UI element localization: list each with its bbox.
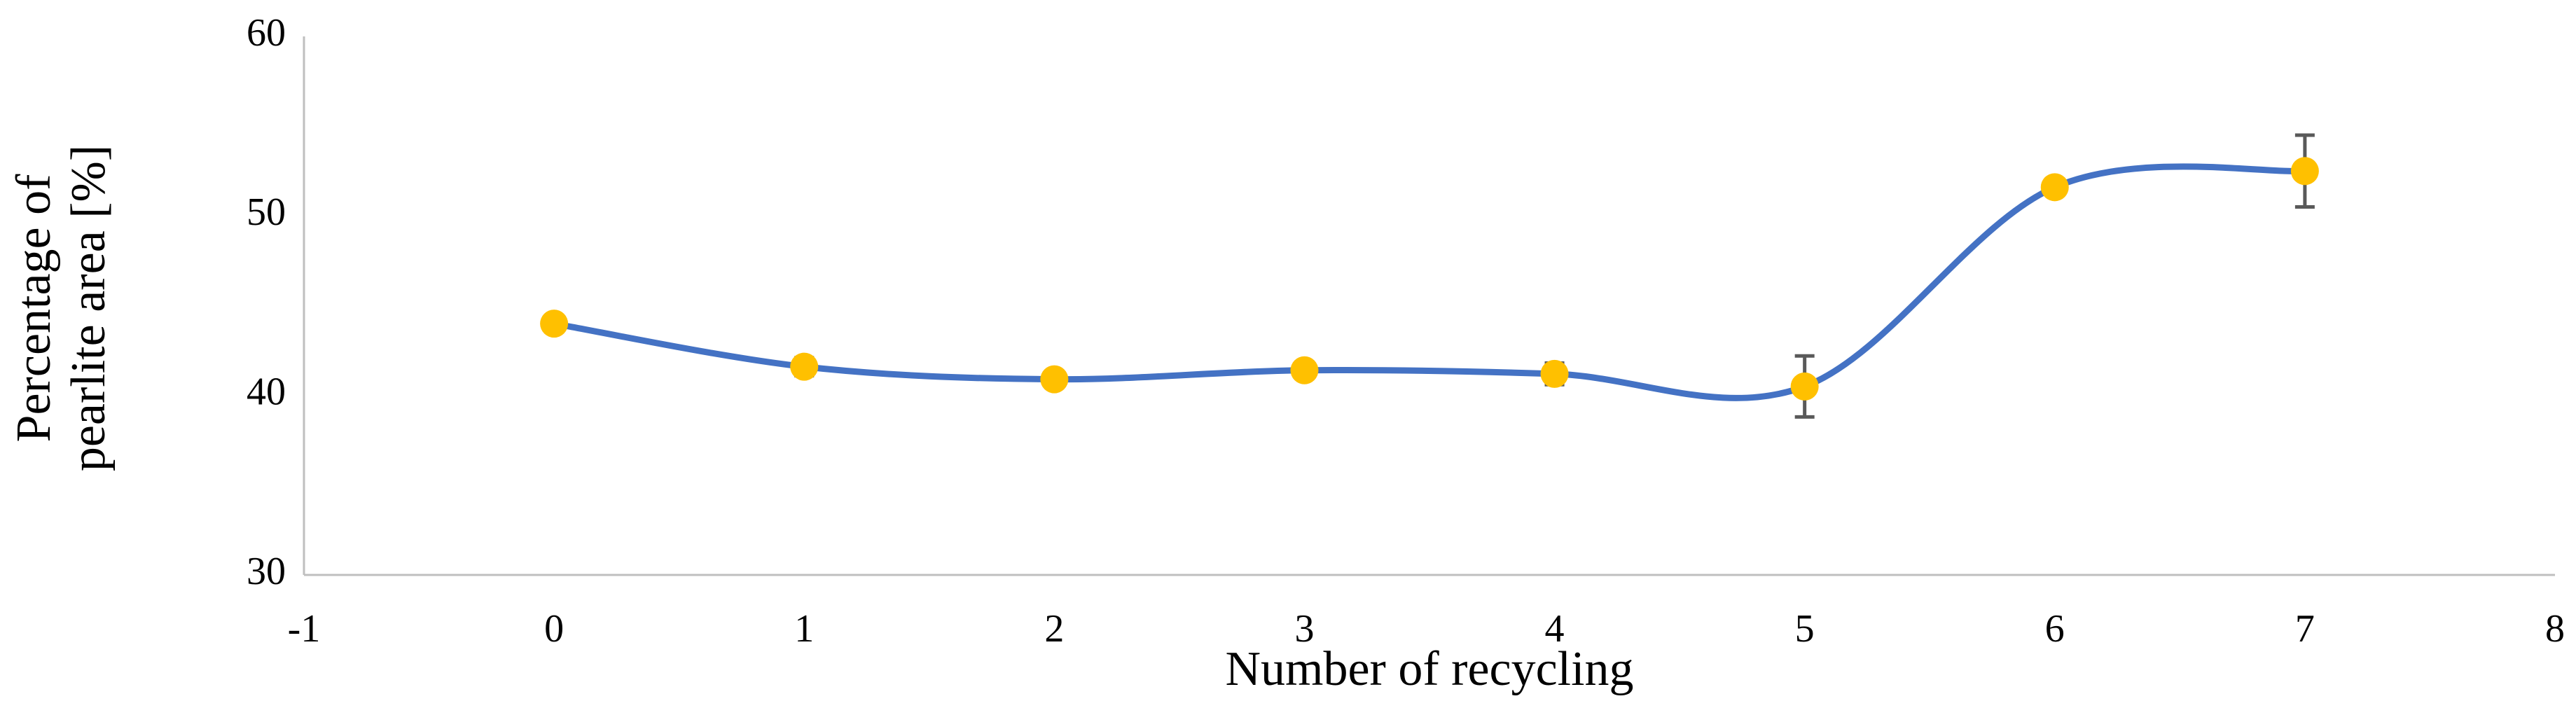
data-point xyxy=(1040,365,1069,394)
series-line xyxy=(553,163,2306,401)
data-point xyxy=(1540,359,1569,388)
y-axis-title: Percentage of pearlite area [%] xyxy=(7,144,116,472)
data-point xyxy=(2290,157,2319,186)
y-tick-label: 50 xyxy=(247,190,286,234)
x-tick-label: -1 xyxy=(288,607,321,651)
x-tick-label: 5 xyxy=(1795,607,1815,651)
y-tick-label: 30 xyxy=(247,550,286,593)
x-tick-label: 3 xyxy=(1294,607,1314,651)
x-tick-label: 4 xyxy=(1545,607,1565,651)
data-point xyxy=(2040,173,2069,202)
x-tick-label: 6 xyxy=(2045,607,2065,651)
data-point xyxy=(1790,372,1819,401)
data-point xyxy=(790,352,819,381)
x-tick-label: 0 xyxy=(544,607,564,651)
y-tick-label: 40 xyxy=(247,370,286,414)
x-tick-label: 2 xyxy=(1044,607,1064,651)
data-point xyxy=(1290,356,1319,384)
x-axis-title: Number of recycling xyxy=(1225,642,1633,696)
data-point xyxy=(540,310,569,338)
x-tick-label: 7 xyxy=(2295,607,2315,651)
y-tick-label: 60 xyxy=(247,11,286,55)
x-tick-label: 8 xyxy=(2545,607,2565,651)
x-tick-label: 1 xyxy=(794,607,814,651)
